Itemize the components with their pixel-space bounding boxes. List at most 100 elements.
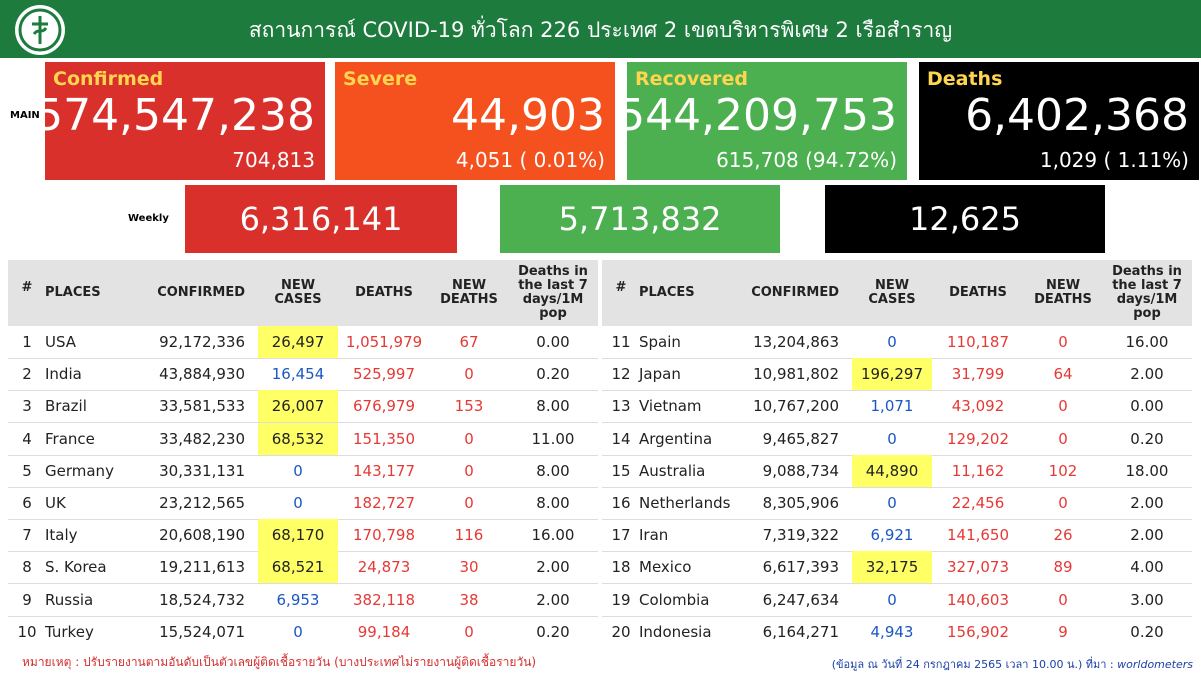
new-deaths: 0 <box>1058 429 1068 448</box>
deaths: 382,118 <box>352 590 416 609</box>
rank: 6 <box>22 494 32 512</box>
row-separator <box>8 358 598 359</box>
new-deaths: 153 <box>454 397 484 416</box>
deaths-7d-per-1m: 2.00 <box>1130 526 1164 545</box>
new-cases: 0 <box>887 429 897 448</box>
new-deaths: 0 <box>1058 333 1068 351</box>
card-daily: 704,813 <box>232 148 315 172</box>
deaths-7d-per-1m: 16.00 <box>531 526 575 545</box>
confirmed: 30,331,131 <box>159 461 245 480</box>
new-deaths: 89 <box>1053 558 1073 577</box>
column-header: CONFIRMED <box>157 285 245 300</box>
confirmed: 10,981,802 <box>753 365 839 384</box>
confirmed: 19,211,613 <box>159 558 245 577</box>
deaths: 327,073 <box>946 558 1010 577</box>
deaths: 1,051,979 <box>345 333 423 351</box>
rank: 13 <box>611 397 631 416</box>
confirmed: 18,524,732 <box>159 590 245 609</box>
deaths-7d-per-1m: 4.00 <box>1130 558 1164 577</box>
place: Brazil <box>45 397 87 416</box>
deaths-7d-per-1m: 2.00 <box>536 558 570 577</box>
row-separator <box>602 583 1192 585</box>
column-header: Deaths in the last 7 days/1M pop <box>518 264 588 321</box>
new-cases: 68,170 <box>258 519 338 552</box>
new-deaths: 0 <box>464 365 474 384</box>
place: Vietnam <box>639 397 702 416</box>
column-header: CONFIRMED <box>751 285 839 300</box>
place: France <box>45 429 95 448</box>
row-separator <box>8 486 598 488</box>
column-header: DEATHS <box>949 285 1007 300</box>
table-header <box>602 260 1192 326</box>
confirmed: 15,524,071 <box>159 622 245 641</box>
place: Mexico <box>639 558 692 577</box>
rank: 3 <box>22 397 32 416</box>
weekly-value: 12,625 <box>825 185 1105 253</box>
footer-note: หมายเหตุ : ปรับรายงานตามอันดับเป็นตัวเลข… <box>22 655 537 669</box>
rank: 9 <box>22 590 32 609</box>
place: Netherlands <box>639 494 731 512</box>
card-label: Confirmed <box>53 68 164 90</box>
new-cases: 0 <box>293 461 303 480</box>
place: Australia <box>639 461 706 480</box>
new-cases: 0 <box>293 622 303 641</box>
rank: 8 <box>22 558 32 577</box>
new-deaths: 116 <box>454 526 484 545</box>
confirmed: 6,164,271 <box>762 622 839 641</box>
table-header <box>8 260 598 326</box>
new-cases: 196,297 <box>852 358 932 391</box>
rank: 16 <box>611 494 631 512</box>
deaths-7d-per-1m: 8.00 <box>536 397 570 416</box>
deaths: 170,798 <box>352 526 416 545</box>
card-daily: 1,029 ( 1.11%) <box>1039 148 1189 172</box>
new-deaths: 0 <box>1058 494 1068 512</box>
deaths: 11,162 <box>951 461 1005 480</box>
deaths-7d-per-1m: 0.20 <box>536 622 570 641</box>
source: worldometers <box>1117 658 1193 671</box>
place: Turkey <box>45 622 94 641</box>
new-deaths: 0 <box>464 494 474 512</box>
card-label: Deaths <box>927 68 1003 90</box>
new-cases: 0 <box>887 590 897 609</box>
deaths: 676,979 <box>352 397 416 416</box>
card: Severe 44,903 4,051 ( 0.01%) <box>335 62 615 180</box>
confirmed: 9,088,734 <box>762 461 839 480</box>
place: India <box>45 365 82 384</box>
place: UK <box>45 494 66 512</box>
row-separator <box>602 615 1192 617</box>
confirmed: 20,608,190 <box>159 526 245 545</box>
new-cases: 1,071 <box>870 397 914 416</box>
new-deaths: 30 <box>459 558 479 577</box>
rank: 4 <box>22 429 32 448</box>
place: S. Korea <box>45 558 107 577</box>
column-header: NEW DEATHS <box>440 278 498 307</box>
column-header: # <box>21 280 33 295</box>
row-separator <box>602 486 1192 488</box>
deaths: 99,184 <box>357 622 411 641</box>
weekly-value: 5,713,832 <box>500 185 780 253</box>
confirmed: 13,204,863 <box>753 333 839 351</box>
rank: 18 <box>611 558 631 577</box>
deaths: 31,799 <box>951 365 1005 384</box>
place: Indonesia <box>639 622 712 641</box>
card-daily: 615,708 (94.72%) <box>716 148 897 172</box>
new-cases: 0 <box>887 333 897 351</box>
deaths-7d-per-1m: 2.00 <box>1130 494 1164 512</box>
deaths-7d-per-1m: 16.00 <box>1125 333 1169 351</box>
confirmed: 6,247,634 <box>762 590 839 609</box>
card: Confirmed 574,547,238 704,813 <box>35 62 325 180</box>
card-total: 44,903 <box>451 90 605 141</box>
deaths: 151,350 <box>352 429 416 448</box>
row-separator <box>8 454 598 456</box>
new-deaths: 0 <box>1058 397 1068 416</box>
confirmed: 7,319,322 <box>762 526 839 545</box>
rank: 10 <box>17 622 37 641</box>
new-deaths: 38 <box>459 590 479 609</box>
new-cases: 16,454 <box>271 365 325 384</box>
deaths-7d-per-1m: 2.00 <box>1130 365 1164 384</box>
rank: 7 <box>22 526 32 545</box>
rank: 2 <box>22 365 32 384</box>
deaths-7d-per-1m: 3.00 <box>1130 590 1164 609</box>
new-cases: 26,497 <box>258 326 338 358</box>
new-cases: 26,007 <box>258 390 338 423</box>
